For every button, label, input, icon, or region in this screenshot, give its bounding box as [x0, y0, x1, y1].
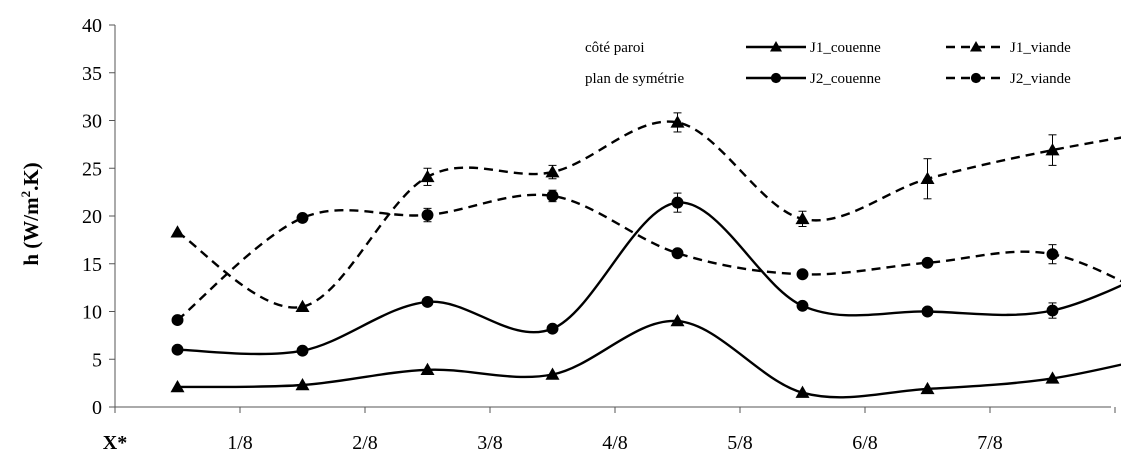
x-tick-labels: X* 1/8 2/8 3/8 4/8 5/8 6/8 7/8 — [103, 432, 1003, 454]
x-tick-label: 4/8 — [602, 432, 628, 454]
data-point-J1_viande — [920, 171, 935, 185]
axes — [109, 24, 1116, 413]
data-point-J1_viande — [670, 115, 685, 128]
legend-label: J1_couenne — [810, 40, 881, 56]
series-line-J1_couenne — [177, 319, 1121, 399]
x-tick-label: 6/8 — [852, 432, 878, 454]
legend-label: J1_viande — [1010, 40, 1071, 56]
legend-label: J2_couenne — [810, 71, 881, 87]
data-point-J2_viande — [1046, 248, 1059, 261]
data-point-J1_viande — [795, 211, 810, 225]
series-J2_viande — [171, 189, 1121, 327]
legend-marker — [770, 41, 782, 52]
data-point-J1_couenne — [170, 379, 185, 393]
data-point-J1_couenne — [545, 367, 560, 380]
x-tick-label: X* — [103, 432, 127, 454]
data-point-J2_viande — [546, 189, 559, 202]
series-J1_viande — [170, 112, 1121, 312]
data-point-J2_couenne — [421, 296, 434, 308]
data-point-J1_viande — [545, 165, 560, 178]
data-point-J1_viande — [170, 225, 185, 238]
y-tick-label: 5 — [92, 349, 102, 371]
legend-entry-J2_couenne: J2_couenne — [746, 71, 881, 87]
y-tick-label: 40 — [82, 15, 102, 37]
legend: côté paroi plan de symétrie J1_couenne J1_v… — [585, 40, 1071, 87]
series-line-J2_couenne — [177, 201, 1121, 356]
y-tick-label: 35 — [82, 63, 102, 85]
y-tick-label: 10 — [82, 302, 102, 324]
series-layer — [170, 112, 1121, 399]
data-point-J1_viande — [420, 169, 435, 183]
legend-row-title: plan de symétrie — [585, 71, 684, 87]
data-point-J2_couenne — [171, 343, 184, 356]
legend-label: J2_viande — [1010, 71, 1071, 87]
x-tick-label: 3/8 — [477, 432, 503, 454]
data-point-J2_couenne — [921, 305, 934, 318]
x-tick-label: 5/8 — [727, 432, 753, 454]
x-tick-label: 1/8 — [227, 432, 253, 454]
series-line-J1_viande — [176, 120, 1121, 309]
y-tick-label: 30 — [82, 111, 102, 133]
data-point-J1_couenne — [295, 378, 310, 391]
legend-entry-J2_viande: J2_viande — [946, 71, 1071, 87]
data-point-J2_couenne — [671, 196, 684, 209]
data-point-J1_couenne — [670, 314, 685, 327]
data-point-J2_viande — [671, 247, 684, 260]
legend-marker — [970, 41, 982, 52]
data-point-J2_couenne — [796, 299, 809, 312]
data-point-J2_couenne — [296, 344, 309, 357]
data-point-J2_viande — [796, 268, 809, 281]
data-point-J2_viande — [171, 314, 184, 327]
series-J1_couenne — [170, 314, 1121, 399]
data-point-J1_couenne — [1045, 371, 1060, 384]
data-point-J2_couenne — [1046, 304, 1059, 317]
legend-marker — [770, 72, 782, 84]
series-line-J2_viande — [176, 193, 1121, 322]
data-point-J2_viande — [421, 209, 434, 221]
data-point-J1_viande — [1045, 143, 1060, 156]
legend-marker — [970, 72, 982, 84]
data-point-J1_couenne — [420, 362, 435, 376]
data-point-J1_couenne — [795, 385, 810, 398]
data-point-J2_viande — [921, 256, 934, 269]
x-tick-label: 7/8 — [977, 432, 1003, 454]
y-tick-labels: 0 5 10 15 20 25 30 35 40 — [82, 15, 102, 419]
data-point-J1_couenne — [920, 381, 935, 395]
y-tick-label: 25 — [82, 158, 102, 180]
data-point-J2_couenne — [546, 322, 559, 335]
series-J2_couenne — [171, 192, 1121, 357]
x-tick-label: 2/8 — [352, 432, 378, 454]
y-tick-label: 15 — [82, 254, 102, 276]
y-tick-label: 20 — [82, 206, 102, 228]
legend-entry-J1_couenne: J1_couenne — [746, 40, 881, 56]
legend-row-title: côté paroi — [585, 40, 645, 56]
y-tick-label: 0 — [92, 397, 102, 419]
data-point-J2_viande — [296, 211, 309, 224]
data-point-J1_viande — [295, 299, 310, 312]
legend-entry-J1_viande: J1_viande — [946, 40, 1071, 56]
y-axis-label: h (W/m2.K) — [18, 162, 43, 265]
